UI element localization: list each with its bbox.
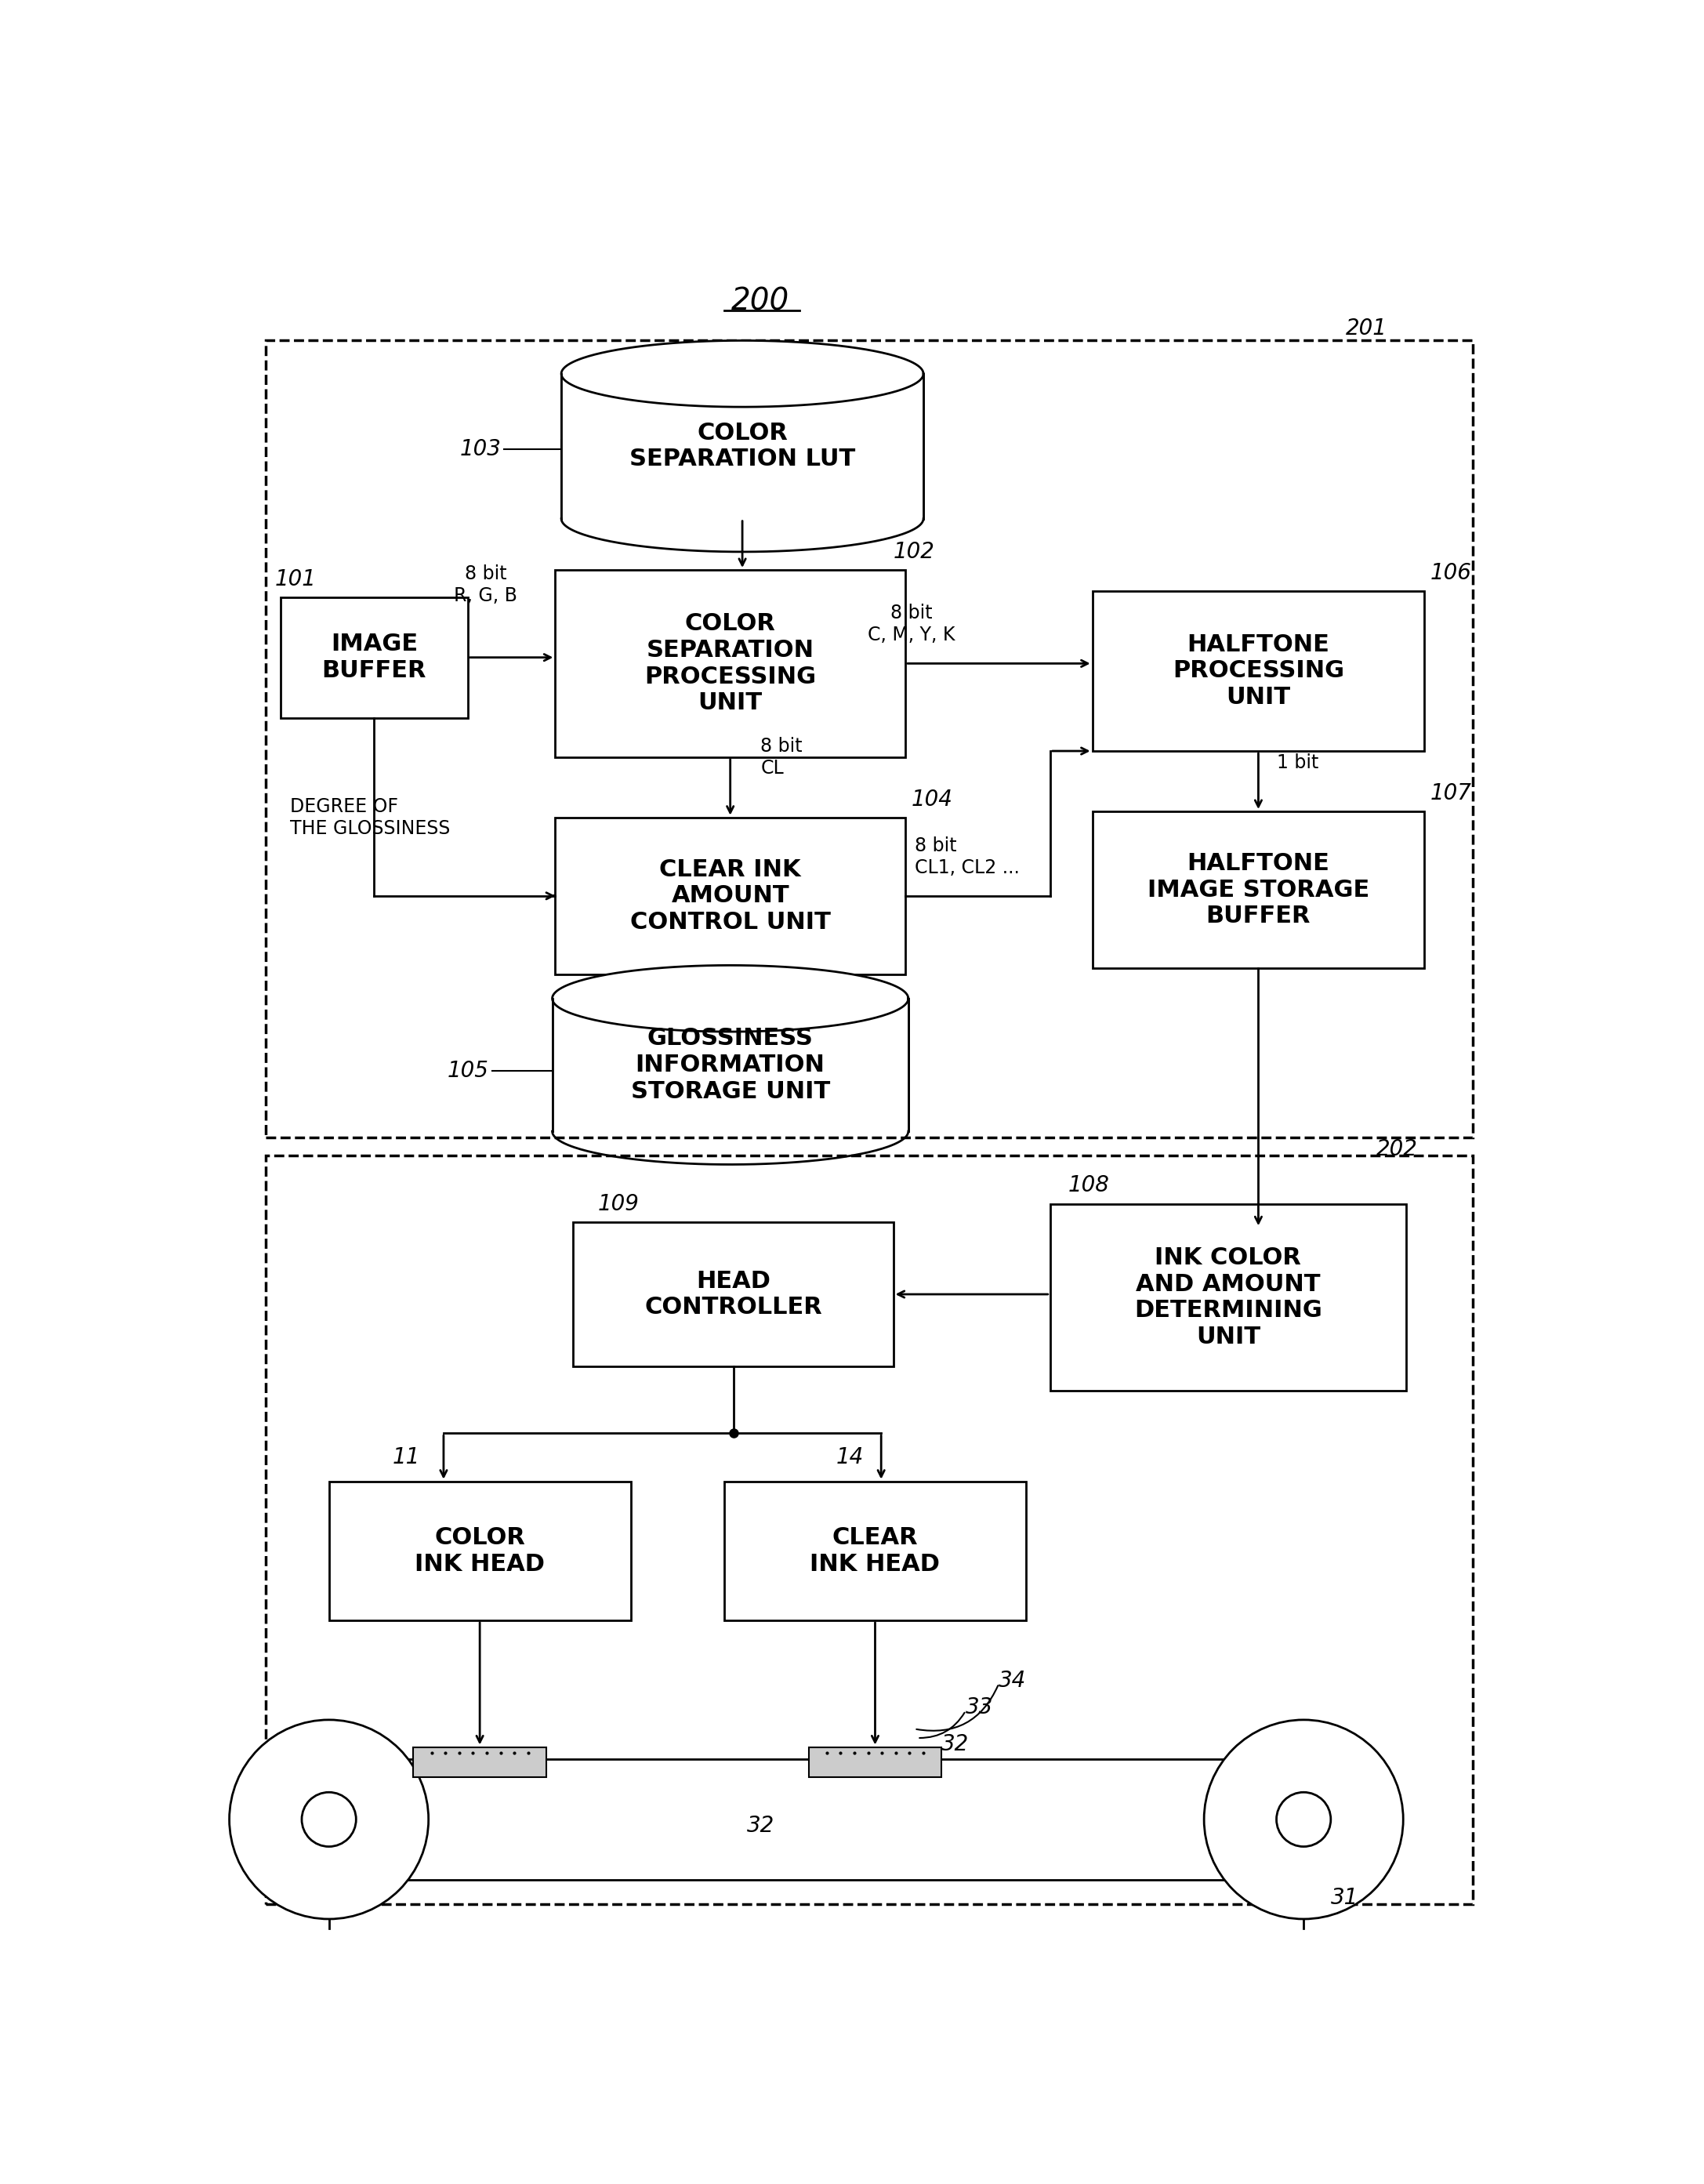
Text: 107: 107 [1430,782,1472,804]
FancyBboxPatch shape [266,1155,1472,1904]
FancyBboxPatch shape [1050,1203,1406,1391]
Text: 31: 31 [1331,1887,1358,1909]
Polygon shape [561,373,924,518]
Text: 108: 108 [1068,1175,1109,1197]
Text: 201: 201 [1346,317,1387,339]
Text: DEGREE OF
THE GLOSSINESS: DEGREE OF THE GLOSSINESS [290,797,450,839]
Circle shape [1205,1719,1402,1920]
Text: COLOR
SEPARATION LUT: COLOR SEPARATION LUT [629,422,855,472]
Polygon shape [561,341,924,406]
Text: HALFTONE
IMAGE STORAGE
BUFFER: HALFTONE IMAGE STORAGE BUFFER [1147,852,1370,928]
Text: 106: 106 [1430,561,1472,583]
Text: INK COLOR
AND AMOUNT
DETERMINING
UNIT: INK COLOR AND AMOUNT DETERMINING UNIT [1135,1247,1322,1348]
Polygon shape [561,373,924,518]
Circle shape [302,1793,356,1848]
Text: 32: 32 [746,1815,774,1837]
Text: 103: 103 [460,439,501,461]
FancyBboxPatch shape [414,1747,547,1778]
Text: CLEAR INK
AMOUNT
CONTROL UNIT: CLEAR INK AMOUNT CONTROL UNIT [630,858,830,933]
Text: 11: 11 [392,1446,419,1468]
Text: HEAD
CONTROLLER: HEAD CONTROLLER [644,1269,821,1319]
Text: 8 bit
C, M, Y, K: 8 bit C, M, Y, K [867,605,954,644]
Text: 8 bit
CL: 8 bit CL [760,736,803,778]
Polygon shape [552,965,908,1031]
FancyBboxPatch shape [266,341,1472,1138]
Text: GLOSSINESS
INFORMATION
STORAGE UNIT: GLOSSINESS INFORMATION STORAGE UNIT [630,1026,830,1103]
FancyBboxPatch shape [809,1747,942,1778]
Text: COLOR
SEPARATION
PROCESSING
UNIT: COLOR SEPARATION PROCESSING UNIT [644,612,816,714]
Text: 202: 202 [1377,1138,1418,1160]
Polygon shape [552,998,908,1131]
Text: 200: 200 [731,286,789,317]
Text: 104: 104 [912,788,953,810]
FancyBboxPatch shape [724,1481,1026,1621]
FancyBboxPatch shape [1092,812,1425,968]
FancyBboxPatch shape [329,1481,630,1621]
Circle shape [230,1719,428,1920]
Text: 1 bit: 1 bit [1276,753,1319,773]
Text: 102: 102 [893,542,935,563]
Circle shape [1276,1793,1331,1848]
Text: 34: 34 [999,1669,1026,1693]
Text: 105: 105 [448,1059,489,1081]
Polygon shape [552,998,908,1131]
Text: IMAGE
BUFFER: IMAGE BUFFER [322,633,426,681]
FancyBboxPatch shape [281,596,467,719]
FancyBboxPatch shape [573,1221,893,1367]
Text: 8 bit
CL1, CL2 ...: 8 bit CL1, CL2 ... [915,836,1019,878]
FancyBboxPatch shape [556,817,905,974]
Text: 33: 33 [966,1697,993,1719]
Text: COLOR
INK HEAD: COLOR INK HEAD [414,1527,545,1575]
Text: 8 bit
R, G, B: 8 bit R, G, B [455,566,518,605]
Text: 14: 14 [837,1446,864,1468]
Text: HALFTONE
PROCESSING
UNIT: HALFTONE PROCESSING UNIT [1172,633,1344,710]
Text: 101: 101 [274,568,315,590]
Text: 109: 109 [598,1192,639,1214]
FancyBboxPatch shape [556,570,905,758]
FancyBboxPatch shape [1092,592,1425,751]
Text: 32: 32 [942,1732,970,1756]
Text: CLEAR
INK HEAD: CLEAR INK HEAD [809,1527,941,1575]
